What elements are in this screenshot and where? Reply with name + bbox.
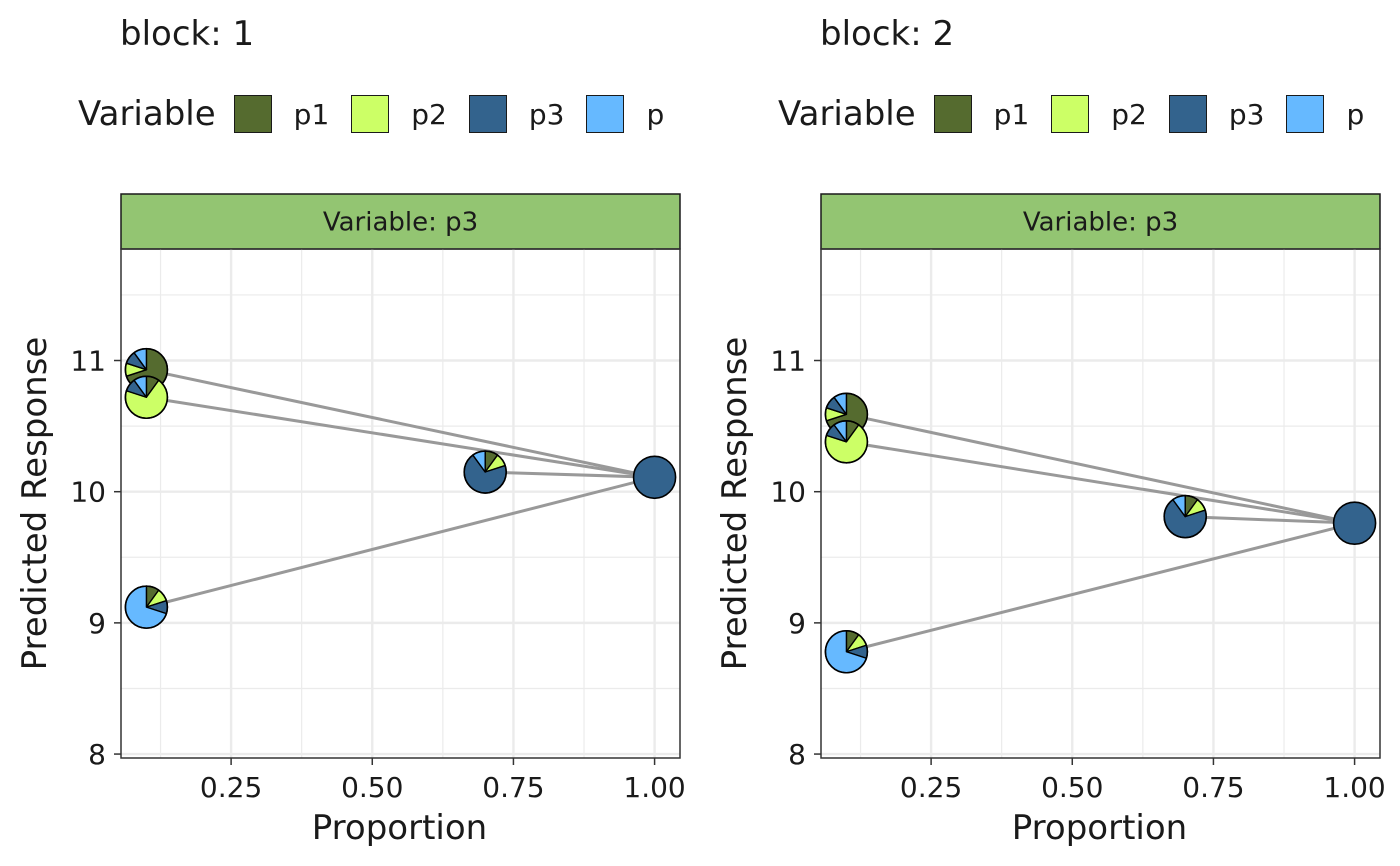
connector-line (146, 368, 655, 479)
connector-line (485, 470, 655, 479)
legend-title: Variable (778, 94, 916, 134)
legend-item-p4: p (586, 95, 664, 133)
x-tick-label: 0.25 (900, 771, 962, 804)
legend-key-p3 (468, 95, 507, 133)
legend-label: p (646, 97, 665, 131)
pie-point (124, 375, 169, 420)
pie-point (1163, 494, 1207, 539)
x-tick-label: 0.50 (1041, 771, 1103, 804)
y-tick-label: 10 (70, 476, 106, 509)
legend-label: p2 (411, 97, 447, 131)
legend-item-p4: p (1286, 95, 1364, 133)
pie-point (124, 585, 169, 629)
pie-outline (124, 585, 169, 629)
pie-outline (124, 375, 169, 420)
pie-point (1332, 501, 1377, 545)
legend-item-p2: p2 (1051, 95, 1147, 133)
legend-label: p1 (993, 97, 1030, 131)
connector-line (846, 521, 1355, 654)
block-title: block: 2 (820, 14, 955, 54)
y-axis-title: Predicted Response (15, 337, 55, 671)
pie-point (632, 455, 677, 500)
x-tick-label: 0.75 (1182, 771, 1244, 804)
pie-slice (632, 455, 677, 500)
connector-line (846, 440, 1355, 525)
legend: Variable p1 p2 p3 p (78, 92, 686, 136)
connector-line (1185, 515, 1355, 525)
y-tick-label: 10 (770, 476, 806, 509)
legend-item-p1: p1 (933, 95, 1030, 133)
panel-border (820, 248, 1381, 759)
y-tick-label: 9 (88, 607, 106, 640)
pie-outline (463, 450, 507, 494)
y-tick-label: 9 (788, 607, 806, 640)
facet-panel-block-2: block: 2 Variable p1 p2 p3 p Variable: p… (700, 0, 1400, 866)
pie-outline (824, 420, 869, 464)
legend-key-p2 (1051, 95, 1090, 133)
x-tick-label: 1.00 (623, 771, 685, 804)
y-tick-label: 11 (70, 345, 106, 378)
x-tick-label: 0.75 (482, 771, 544, 804)
y-tick-label: 8 (788, 738, 806, 771)
legend: Variable p1 p2 p3 p (778, 92, 1386, 136)
legend-item-p3: p3 (1168, 95, 1265, 133)
panel-border (120, 248, 681, 759)
legend-label: p3 (1228, 97, 1265, 131)
legend-label: p (1346, 97, 1365, 131)
connector-line (846, 412, 1355, 525)
y-tick-label: 8 (88, 738, 106, 771)
legend-item-p3: p3 (468, 95, 565, 133)
legend-key-p2 (351, 95, 390, 133)
x-axis-title: Proportion (1012, 808, 1187, 848)
legend-label: p1 (293, 97, 330, 131)
legend-title: Variable (78, 94, 216, 134)
x-tick-label: 0.25 (200, 771, 262, 804)
legend-key-p4 (586, 95, 625, 133)
chart-plot: Variable: p3 0.25 0.50 0.75 1.00 8 9 10 11 Propor… (15, 193, 686, 848)
legend-key-p1 (233, 95, 272, 133)
legend-key-p1 (933, 95, 972, 133)
connector-line (146, 475, 655, 609)
connector-line (146, 395, 655, 479)
pie-point (824, 629, 869, 674)
legend-item-p2: p2 (351, 95, 447, 133)
y-tick-label: 11 (770, 345, 806, 378)
legend-label: p3 (528, 97, 565, 131)
x-tick-label: 0.50 (341, 771, 403, 804)
facet-strip-label: Variable: p3 (1023, 208, 1178, 238)
block-title: block: 1 (120, 14, 255, 54)
legend-item-p1: p1 (233, 95, 330, 133)
pie-outline (1163, 494, 1207, 539)
facet-strip (120, 193, 681, 250)
x-tick-label: 1.00 (1323, 771, 1385, 804)
legend-key-p4 (1286, 95, 1325, 133)
x-axis-title: Proportion (312, 808, 487, 848)
pie-slice (1332, 501, 1377, 545)
y-axis-title: Predicted Response (715, 337, 755, 671)
pie-point (824, 420, 869, 464)
facet-panel-block-1: block: 1 Variable p1 p2 p3 p Variable: p… (15, 14, 686, 848)
chart-plot: Variable: p3 0.25 0.50 0.75 1.00 8 9 10 11 Propor… (715, 193, 1386, 848)
facet-strip-label: Variable: p3 (323, 208, 478, 238)
legend-key-p3 (1168, 95, 1207, 133)
legend-label: p2 (1111, 97, 1147, 131)
pie-outline (824, 629, 869, 674)
pie-point (463, 450, 507, 494)
